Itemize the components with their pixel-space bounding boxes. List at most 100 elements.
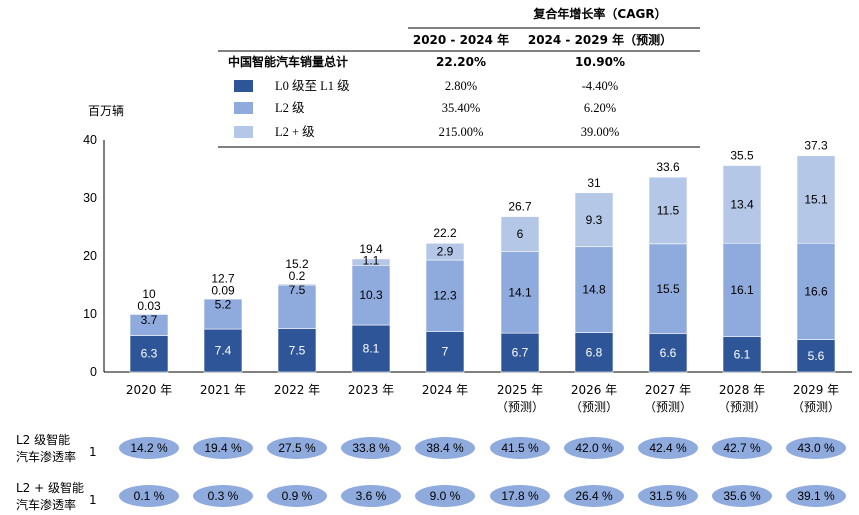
bar-value-label: 14.1 [508,285,532,299]
penetration-value: 0.9 % [282,489,313,503]
bar-segment [500,251,540,334]
cagr-value-2020-2024: 2.80% [445,79,477,93]
cagr-col1-header: 2020 - 2024 年 [413,32,509,47]
penetration-row-label: L2 + 级智能 [16,480,84,495]
bar-value-label: 2.9 [437,245,454,259]
bar-value-label: 6.3 [141,347,158,361]
y-tick-label: 10 [83,307,97,321]
x-axis-labels: 2020 年 2021 年 2022 年 2023 年 2024 年 2025 年 （预测）… [126,383,840,414]
bar-segment [277,283,317,286]
x-tick-label: 2029 年 [793,383,839,397]
bar-value-label: 6.8 [586,345,603,359]
penetration-pill [712,485,772,507]
bar-segment [722,242,762,337]
bar-value-label: 7.4 [215,344,232,358]
bar-segment [574,332,614,373]
y-tick-label: 30 [83,191,97,205]
bar-value-label: 3.7 [141,313,158,327]
penetration-pill [193,485,253,507]
bar-total-label: 35.5 [730,149,754,163]
penetration-value: 0.1 % [134,489,165,503]
bar-value-label: 6.1 [734,347,751,361]
x-tick-note: （预测） [570,400,618,414]
cagr-value-2020-2024: 35.40% [442,101,481,115]
cagr-value-2024-2029: 10.90% [575,55,625,69]
bar-segment [648,333,688,373]
x-tick-label: 2024 年 [422,383,468,397]
bar-segment [351,258,391,266]
penetration-value: 26.4 % [575,489,613,503]
bar-segment [796,242,836,340]
cagr-col2-header: 2024 - 2029 年（预测） [528,32,672,47]
penetration-pill [193,437,253,459]
bar-total-label: 31 [587,176,601,190]
penetration-value: 39.1 % [797,489,835,503]
penetration-pill [341,437,401,459]
penetration-pill [564,437,624,459]
penetration-pill [415,437,475,459]
cagr-swatch [234,126,253,138]
penetration-value: 3.6 % [356,489,387,503]
bar-segment [203,298,243,330]
penetration-pill [415,485,475,507]
x-tick-label: 2027 年 [645,383,691,397]
penetration-value: 42.7 % [723,441,761,455]
bar-value-label: 5.6 [808,349,825,363]
bar-value-label: 14.8 [582,283,606,297]
penetration-value: 43.0 % [797,441,835,455]
bar-segment [203,328,243,373]
x-tick-note: （预测） [792,400,840,414]
cagr-value-2020-2024: 22.20% [436,55,486,69]
bar-segment [796,155,836,244]
penetration-pill [341,485,401,507]
bar-segment [574,246,614,333]
bar-segment [500,216,540,252]
cagr-row-label: L2 级 [275,101,305,115]
penetration-value: 35.6 % [723,489,761,503]
penetration-pill [267,485,327,507]
penetration-value: 42.0 % [575,441,613,455]
penetration-pill [786,437,846,459]
bar-segment [722,336,762,373]
penetration-row-label-line2: 汽车渗透率 [16,449,76,464]
bar-total-label: 33.6 [656,160,680,174]
bar-segment [425,259,465,332]
bar-segment [277,328,317,373]
bar-segment [574,192,614,248]
x-tick-note: （预测） [644,400,692,414]
penetration-pill [490,437,550,459]
bar-value-label: 11.5 [657,203,680,217]
bar-value-label: 9.3 [586,213,603,227]
bar-value-label: 0.2 [289,269,306,283]
bar-segment [796,339,836,373]
x-tick-label: 2023 年 [348,383,394,397]
bar-value-label: 7.5 [289,283,306,297]
y-axis: 百万辆 0 10 20 30 40 [83,104,124,379]
bar-value-label: 12.3 [433,289,457,303]
cagr-row-label: L0 级至 L1 级 [275,79,350,93]
cagr-row-label: 中国智能汽车销量总计 [228,54,348,69]
bar-segment [648,176,688,245]
penetration-value: 14.2 % [130,441,168,455]
bar-total-label: 22.2 [433,226,457,240]
penetration-value: 41.5 % [501,441,539,455]
bar-segment [277,284,317,329]
bar-value-label: 15.1 [804,192,828,206]
penetration-pill [119,437,179,459]
bar-segment [500,332,540,373]
penetration-value: 38.4 % [426,441,464,455]
cagr-value-2024-2029: 39.00% [581,125,620,139]
bar-value-label: 7 [442,345,449,359]
bar-value-label: 0.09 [211,283,235,297]
y-tick-label: 20 [83,249,97,263]
x-tick-label: 2022 年 [274,383,320,397]
cagr-value-2024-2029: -4.40% [582,79,618,93]
bar-value-label: 16.1 [730,283,754,297]
penetration-pill [786,485,846,507]
bar-total-label: 26.7 [508,200,532,214]
bar-value-label: 6 [517,227,524,241]
bar-value-label: 5.2 [215,297,232,311]
bar-value-label: 6.6 [660,346,677,360]
bar-total-label: 12.7 [211,271,235,285]
